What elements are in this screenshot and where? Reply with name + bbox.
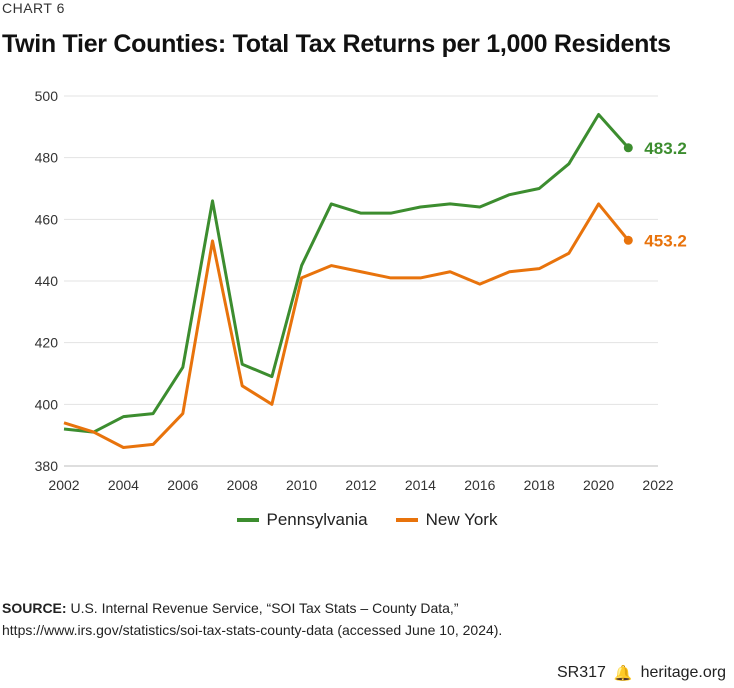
series-line-new-york: [63, 202, 630, 449]
x-tick-label: 2012: [345, 477, 376, 493]
legend: Pennsylvania New York: [0, 510, 734, 530]
series-line-pennsylvania: [63, 113, 630, 434]
x-tick-label: 2004: [108, 477, 139, 493]
y-tick-label: 500: [35, 88, 59, 104]
x-tick-label: 2006: [167, 477, 198, 493]
source-label: SOURCE:: [2, 600, 67, 616]
end-point-pennsylvania: [623, 143, 633, 153]
source-note: SOURCE: U.S. Internal Revenue Service, “…: [2, 597, 502, 641]
chart-title: Twin Tier Counties: Total Tax Returns pe…: [2, 30, 671, 58]
site-link[interactable]: heritage.org: [640, 664, 726, 681]
y-tick-label: 460: [35, 211, 59, 227]
legend-swatch-pennsylvania: [236, 518, 259, 522]
x-tick-label: 2002: [48, 477, 79, 493]
legend-swatch-new-york: [395, 518, 418, 522]
end-label-pennsylvania: 483.2: [644, 139, 687, 158]
x-tick-label: 2020: [583, 477, 614, 493]
x-tick-label: 2010: [286, 477, 317, 493]
y-tick-label: 420: [35, 335, 59, 351]
x-tick-label: 2008: [227, 477, 258, 493]
source-text: U.S. Internal Revenue Service, “SOI Tax …: [66, 600, 459, 616]
y-tick-label: 480: [35, 150, 59, 166]
legend-label-pennsylvania: Pennsylvania: [266, 510, 368, 529]
end-point-new-york: [623, 235, 633, 245]
grid-lines: [64, 95, 658, 467]
legend-item-new-york: New York: [395, 510, 498, 530]
y-axis-ticks: 380 400 420 440 460 480 500: [35, 88, 59, 474]
report-code: SR317: [557, 664, 606, 681]
end-label-new-york: 453.2: [644, 231, 687, 250]
y-tick-label: 440: [35, 273, 59, 289]
source-url: https://www.irs.gov/statistics/soi-tax-s…: [2, 622, 503, 638]
legend-label-new-york: New York: [425, 510, 498, 529]
legend-item-pennsylvania: Pennsylvania: [236, 510, 368, 530]
series-group: 483.2 453.2: [63, 113, 687, 449]
chart-kicker: CHART 6: [2, 0, 65, 16]
y-tick-label: 380: [35, 458, 59, 474]
x-tick-label: 2014: [405, 477, 436, 493]
liberty-bell-icon: 🔔: [613, 665, 633, 682]
x-axis-ticks: 2002 2004 2006 2008 2010 2012 2014 2016 2018 2020…: [48, 477, 673, 493]
x-tick-label: 2018: [524, 477, 555, 493]
x-tick-label: 2022: [642, 477, 673, 493]
footer: SR317 🔔 heritage.org: [557, 664, 726, 682]
x-tick-label: 2016: [464, 477, 495, 493]
y-tick-label: 400: [35, 396, 59, 412]
